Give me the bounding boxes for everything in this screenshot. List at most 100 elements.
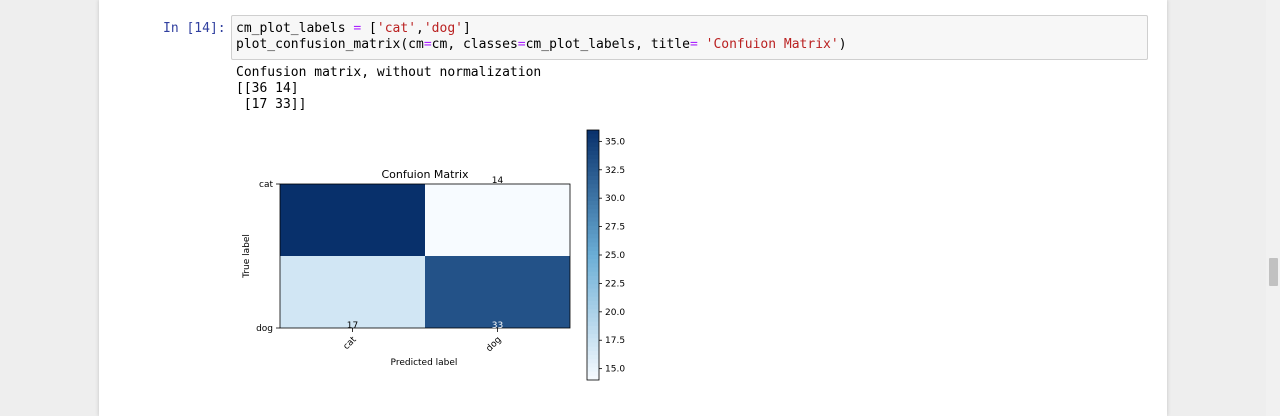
colorbar-segment [587, 225, 599, 231]
code-token: cm_plot_labels, title [525, 37, 690, 52]
colorbar-segment [587, 242, 599, 248]
output-line: [[36 14] [236, 81, 299, 96]
code-operator-token: = [423, 37, 432, 52]
colorbar-segment [587, 363, 599, 369]
colorbar-tick-label: 30.0 [605, 194, 625, 204]
colorbar-segment [587, 330, 599, 335]
page-scrollbar[interactable] [1266, 0, 1280, 416]
colorbar-segment [587, 292, 599, 298]
colorbar-segment [587, 275, 599, 281]
colorbar-segment [587, 205, 599, 210]
colorbar-segment [587, 159, 599, 164]
colorbar-segment [587, 196, 599, 202]
axes-frame [279, 183, 571, 329]
colorbar-segment [587, 217, 599, 223]
y-axis-label: True label [242, 234, 252, 279]
colorbar-segment [587, 184, 599, 189]
colorbar-segment [587, 346, 599, 352]
code-token: [ [361, 21, 377, 36]
code-token: ) [838, 37, 847, 52]
confusion-matrix-figure: 14 17 33 Confuion Matrix cat dog cat dog Predict… [242, 129, 625, 381]
colorbar-segment [587, 317, 599, 323]
colorbar-segment [587, 267, 599, 273]
code-token: ] [463, 21, 471, 36]
colorbar-segment [587, 155, 599, 160]
chart-title: Confuion Matrix [381, 168, 469, 181]
colorbar-segment [587, 371, 599, 377]
colorbar-segment [587, 305, 599, 310]
colorbar-tick-label: 20.0 [605, 308, 625, 318]
colorbar-segment [587, 271, 599, 277]
colorbar-segment [587, 300, 599, 306]
cell-output-text: Confusion matrix, without normalization … [236, 65, 541, 113]
colorbar-segment [587, 255, 599, 260]
colorbar-tick-label: 25.0 [605, 251, 625, 261]
colorbar-segment [587, 321, 599, 327]
code-cell-input[interactable]: cm_plot_labels = ['cat','dog'] plot_conf… [231, 15, 1148, 60]
code-token: plot_confusion_matrix(cm [236, 37, 424, 52]
code-token: cm_plot_labels [236, 21, 354, 36]
colorbar-tick-label: 15.0 [605, 365, 625, 375]
code-token [698, 37, 706, 52]
matrix-cell [425, 256, 570, 328]
scrollbar-thumb[interactable] [1269, 258, 1278, 286]
colorbar-segment [587, 355, 599, 360]
colorbar-segment [587, 134, 599, 139]
colorbar-segment [587, 175, 599, 181]
colorbar-segment [587, 188, 599, 194]
y-tick-label: dog [256, 324, 273, 334]
colorbar-segment [587, 234, 599, 239]
colorbar-segment [587, 309, 599, 314]
matrix-cell [280, 184, 425, 256]
code-operator-token: = [689, 37, 698, 52]
x-tick-label: dog [485, 335, 504, 354]
code-operator-token: = [353, 21, 362, 36]
colorbar-segment [587, 146, 599, 152]
colorbar-segment [587, 192, 599, 198]
colorbar-segment [587, 171, 599, 177]
colorbar-tick-label: 22.5 [605, 279, 625, 289]
colorbar-segment [587, 150, 599, 156]
colorbar-segment [587, 280, 599, 285]
colorbar-segment [587, 334, 599, 339]
colorbar-segment [587, 209, 599, 214]
colorbar-segment [587, 313, 599, 319]
colorbar-segment [587, 230, 599, 235]
colorbar-segment [587, 142, 599, 148]
colorbar-segment [587, 350, 599, 356]
colorbar-segment [587, 130, 599, 135]
colorbar-segment [587, 263, 599, 269]
code-line[interactable]: cm_plot_labels = ['cat','dog'] [236, 21, 471, 37]
input-prompt: In [14]: [163, 21, 226, 36]
colorbar-segment [587, 180, 599, 185]
x-axis-label: Predicted label [391, 358, 458, 368]
colorbar-segment [587, 221, 599, 227]
cell-value-label: 17 [347, 321, 358, 331]
colorbar-segment [587, 375, 599, 381]
colorbar-segment [587, 367, 599, 373]
matrix-cell [280, 256, 425, 328]
colorbar-segment [587, 338, 599, 344]
cell-value-label: 14 [492, 176, 504, 186]
code-string-token: 'cat' [376, 21, 417, 36]
colorbar-tick-label: 35.0 [605, 137, 625, 147]
code-token: , [416, 21, 424, 36]
colorbar-segment [587, 163, 599, 169]
colorbar-tick-label: 32.5 [605, 166, 625, 176]
output-line: Confusion matrix, without normalization [236, 65, 542, 80]
colorbar-segment [587, 167, 599, 173]
colorbar-segment [587, 246, 599, 252]
colorbar-segment [587, 138, 599, 144]
colorbar-segment [587, 238, 599, 244]
notebook-container [99, 0, 1167, 416]
colorbar-segment [587, 250, 599, 256]
colorbar-tick-label: 27.5 [605, 223, 625, 233]
code-string-token: 'Confuion Matrix' [705, 37, 839, 52]
colorbar-segment [587, 325, 599, 331]
colorbar-segment [587, 213, 599, 219]
output-line: [17 33]] [236, 97, 307, 112]
code-line[interactable]: plot_confusion_matrix(cm=cm, classes=cm_… [236, 37, 847, 53]
code-token: cm, classes [431, 37, 518, 52]
y-tick-label: cat [259, 180, 273, 190]
colorbar-segment [587, 284, 599, 289]
